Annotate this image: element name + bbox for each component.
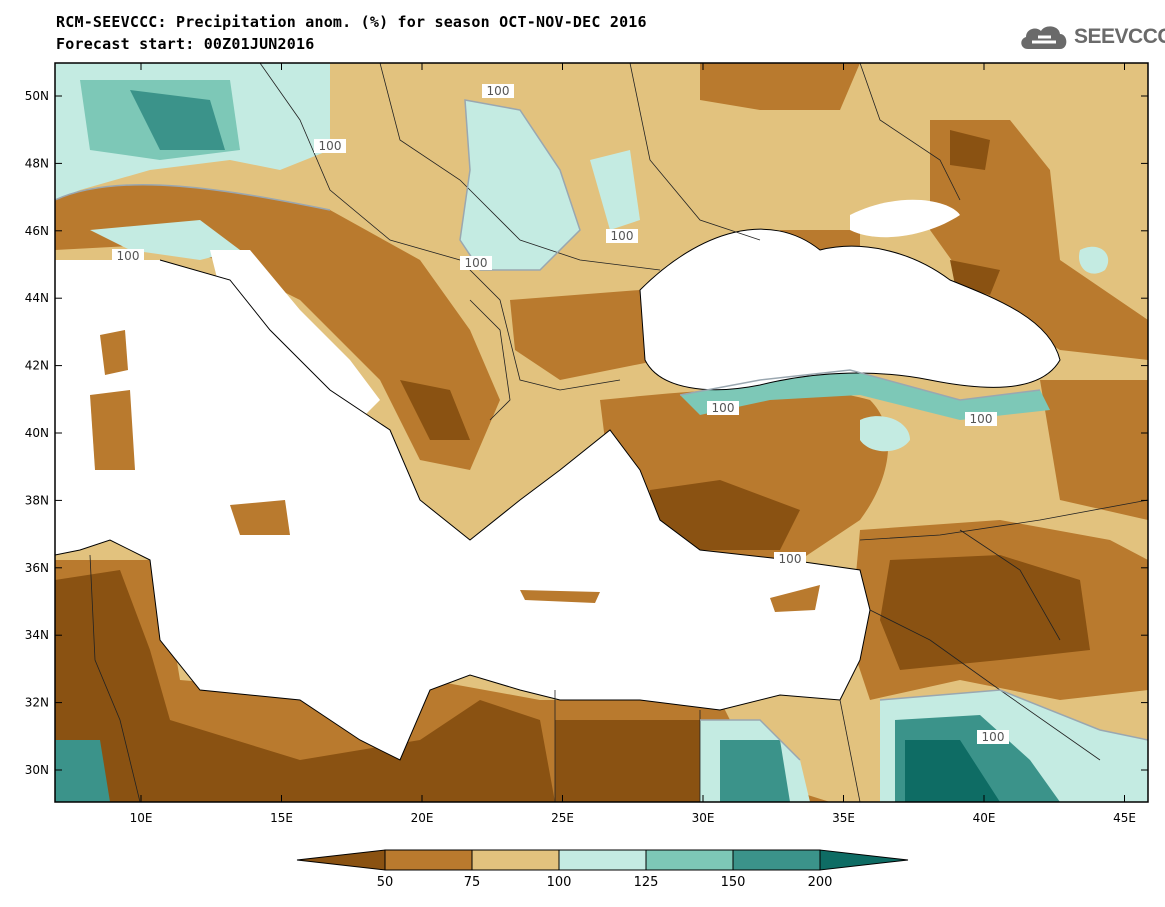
longitude-tick-label: 35E	[832, 811, 855, 825]
longitude-axis: 10E 15E 20E 25E 30E 35E 40E 45E	[130, 63, 1136, 825]
contour-label: 100	[487, 84, 510, 98]
legend-label: 50	[377, 875, 394, 890]
contour-label: 100	[982, 730, 1005, 744]
legend-label: 200	[808, 875, 833, 890]
longitude-tick-label: 30E	[692, 811, 715, 825]
longitude-tick-label: 25E	[551, 811, 574, 825]
legend-swatch	[819, 849, 909, 871]
legend-swatch	[296, 849, 386, 871]
contour-label: 100	[319, 139, 342, 153]
legend-label: 100	[547, 875, 572, 890]
longitude-tick-label: 10E	[130, 811, 153, 825]
legend-swatch	[558, 849, 647, 871]
latitude-tick-label: 32N	[25, 696, 49, 710]
contour-label: 100	[712, 401, 735, 415]
latitude-tick-label: 50N	[25, 89, 49, 103]
latitude-tick-label: 40N	[25, 426, 49, 440]
latitude-tick-label: 48N	[25, 156, 49, 170]
longitude-tick-label: 15E	[270, 811, 293, 825]
longitude-tick-label: 40E	[973, 811, 996, 825]
legend-label: 150	[721, 875, 746, 890]
forecast-start-label: Forecast start: 00Z01JUN2016	[56, 35, 315, 53]
legend-swatch	[645, 849, 734, 871]
contour-label: 100	[611, 229, 634, 243]
latitude-axis: 50N 48N 46N 44N 42N 40N 38N 36N 34N 32N 30N	[25, 89, 1148, 777]
legend-swatch	[384, 849, 473, 871]
latitude-tick-label: 34N	[25, 628, 49, 642]
contour-label: 100	[465, 256, 488, 270]
longitude-tick-label: 45E	[1113, 811, 1136, 825]
latitude-tick-label: 44N	[25, 291, 49, 305]
logo-text: SEEVCCC	[1074, 25, 1165, 48]
latitude-tick-label: 46N	[25, 224, 49, 238]
legend-label: 75	[464, 875, 481, 890]
legend-label: 125	[634, 875, 659, 890]
precipitation-map	[55, 63, 1148, 802]
legend-swatch	[471, 849, 560, 871]
latitude-tick-label: 42N	[25, 359, 49, 373]
legend-colorbar: 50 75 100 125 150 200	[296, 849, 909, 890]
longitude-tick-label: 20E	[411, 811, 434, 825]
seevccc-logo: SEEVCCC	[1018, 22, 1165, 52]
legend-swatch	[732, 849, 821, 871]
latitude-tick-label: 30N	[25, 763, 49, 777]
contour-label: 100	[779, 552, 802, 566]
contour-label: 100	[970, 412, 993, 426]
contour-label: 100	[117, 249, 140, 263]
latitude-tick-label: 38N	[25, 493, 49, 507]
map-frame	[54, 62, 1149, 803]
map-title: RCM-SEEVCCC: Precipitation anom. (%) for…	[56, 13, 647, 31]
cloud-icon	[1021, 26, 1067, 49]
latitude-tick-label: 36N	[25, 561, 49, 575]
